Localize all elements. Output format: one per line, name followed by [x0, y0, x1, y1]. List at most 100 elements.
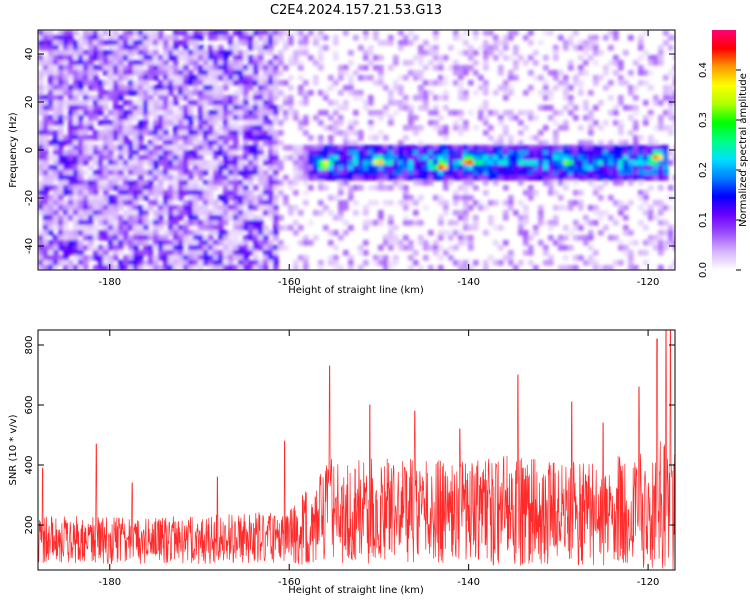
heatmap-cell [233, 105, 239, 111]
heatmap-cell [533, 155, 539, 161]
heatmap-cell [583, 260, 589, 266]
heatmap-cell [578, 65, 584, 71]
heatmap-cell [118, 150, 124, 156]
heatmap-cell [183, 225, 189, 231]
heatmap-cell [168, 255, 174, 261]
heatmap-cell [583, 100, 589, 106]
heatmap-cell [198, 225, 204, 231]
heatmap-cell [153, 150, 159, 156]
heatmap-cell [248, 180, 254, 186]
heatmap-cell [378, 110, 384, 116]
heatmap-cell [178, 245, 184, 251]
heatmap-cell [458, 265, 464, 270]
heatmap-cell [438, 265, 444, 270]
heatmap-cell [513, 115, 519, 121]
heatmap-cell [153, 170, 159, 176]
heatmap-cell [43, 165, 49, 171]
heatmap-cell [573, 160, 579, 166]
heatmap-cell [493, 155, 499, 161]
heatmap-cell [213, 95, 219, 101]
heatmap-cell [283, 115, 289, 121]
heatmap-cell [108, 175, 114, 181]
heatmap-cell [303, 115, 309, 121]
heatmap-cell [318, 110, 324, 116]
heatmap-cell [168, 185, 174, 191]
heatmap-cell [268, 65, 274, 71]
heatmap-cell [128, 215, 134, 221]
heatmap-cell [38, 205, 44, 211]
heatmap-cell [578, 235, 584, 241]
heatmap-cell [243, 265, 249, 270]
heatmap-cell [418, 45, 424, 51]
heatmap-cell [673, 120, 675, 126]
heatmap-cell [243, 35, 249, 41]
heatmap-cell [208, 125, 214, 131]
heatmap-cell [383, 165, 389, 171]
heatmap-cell [468, 240, 474, 246]
heatmap-cell [168, 215, 174, 221]
heatmap-cell [43, 95, 49, 101]
heatmap-cell [563, 75, 569, 81]
heatmap-cell [88, 85, 94, 91]
heatmap-cell [158, 85, 164, 91]
heatmap-cell [48, 85, 54, 91]
heatmap-cell [248, 130, 254, 136]
heatmap-cell [483, 180, 489, 186]
heatmap-cell [93, 225, 99, 231]
heatmap-cell [283, 245, 289, 251]
heatmap-cell [58, 245, 64, 251]
heatmap-cell [438, 130, 444, 136]
heatmap-cell [268, 50, 274, 56]
heatmap-cell [263, 100, 269, 106]
heatmap-cell [323, 35, 329, 41]
heatmap-cell [173, 100, 179, 106]
heatmap-cell [108, 125, 114, 131]
heatmap-cell [208, 95, 214, 101]
heatmap-cell [173, 40, 179, 46]
heatmap-cell [358, 45, 364, 51]
heatmap-cell [673, 90, 675, 96]
heatmap-cell [438, 170, 444, 176]
heatmap-cell [263, 110, 269, 116]
heatmap-cell [303, 40, 309, 46]
heatmap-cell [158, 150, 164, 156]
heatmap-cell [638, 195, 644, 201]
heatmap-cell [378, 75, 384, 81]
heatmap-cell [548, 105, 554, 111]
heatmap-cell [663, 30, 669, 36]
heatmap-cell [613, 150, 619, 156]
heatmap-cell [383, 110, 389, 116]
heatmap-cell [208, 90, 214, 96]
heatmap-cell [508, 135, 514, 141]
heatmap-cell [43, 185, 49, 191]
heatmap-cell [223, 180, 229, 186]
y-tick-label: 200 [24, 515, 35, 534]
heatmap-cell [138, 85, 144, 91]
heatmap-cell [663, 220, 669, 226]
heatmap-cell [658, 50, 664, 56]
heatmap-cell [188, 140, 194, 146]
heatmap-cell [48, 265, 54, 270]
heatmap-cell [43, 205, 49, 211]
heatmap-cell [53, 140, 59, 146]
heatmap-cell [593, 45, 599, 51]
heatmap-cell [268, 70, 274, 76]
heatmap-x-axis-label: Height of straight line (km) [288, 285, 424, 296]
heatmap-cell [593, 210, 599, 216]
heatmap-cell [58, 195, 64, 201]
heatmap-cell [238, 85, 244, 91]
heatmap-cell [603, 155, 609, 161]
heatmap-cell [78, 55, 84, 61]
heatmap-cell [343, 105, 349, 111]
heatmap-cell [188, 105, 194, 111]
heatmap-cell [633, 145, 639, 151]
heatmap-cell [323, 155, 329, 161]
heatmap-cell [393, 225, 399, 231]
heatmap-cell [48, 225, 54, 231]
heatmap-cell [543, 150, 549, 156]
heatmap-cell [343, 155, 349, 161]
heatmap-cell [68, 235, 74, 241]
heatmap-cell [43, 210, 49, 216]
heatmap-cell [113, 210, 119, 216]
